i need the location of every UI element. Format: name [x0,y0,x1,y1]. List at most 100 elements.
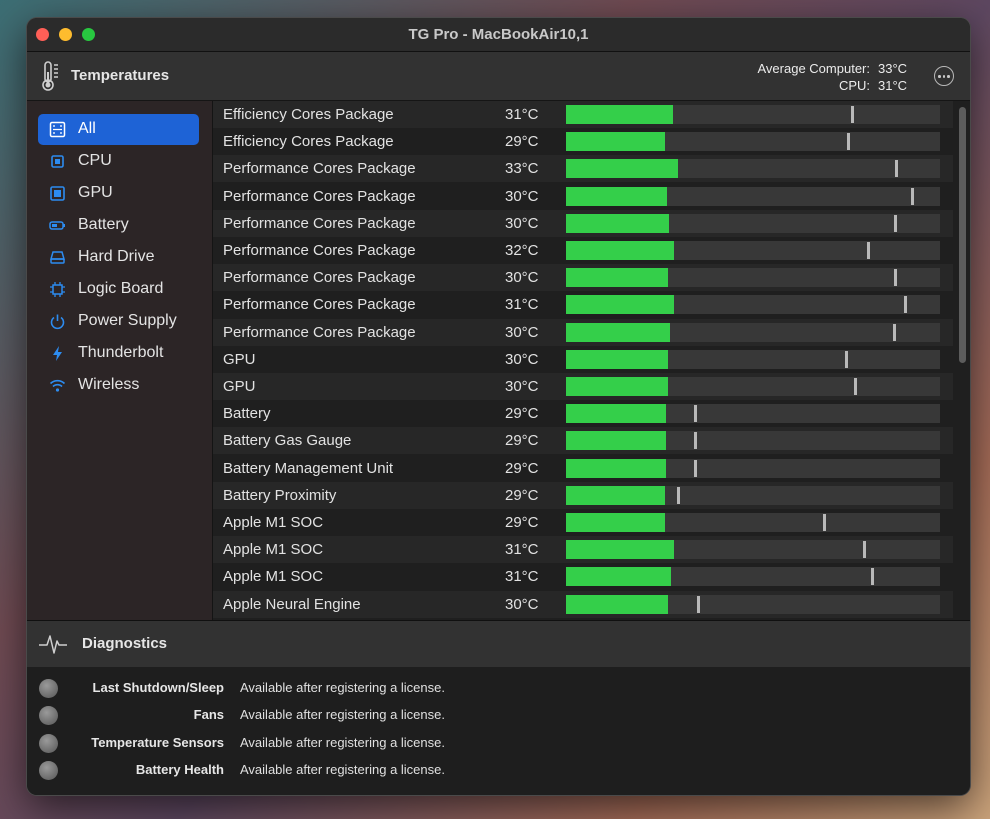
temperature-bar-fill [566,241,674,260]
sidebar-item-hard-drive[interactable]: Hard Drive [38,242,199,273]
temperature-bar-fill [566,322,670,342]
hard-drive-icon [49,249,66,266]
temperature-bar [566,241,940,260]
sensor-list-scrollbar[interactable] [956,103,968,617]
sidebar-item-cpu[interactable]: CPU [38,146,199,177]
sensor-row[interactable]: Battery Management Unit 29°C [213,455,953,482]
cpu-average-value: 31°C [878,78,908,93]
sidebar-item-thunderbolt[interactable]: Thunderbolt [38,338,199,369]
max-temperature-marker [694,459,697,477]
diagnostic-label: Battery Health [135,761,224,777]
status-indicator-icon [39,733,58,753]
thunderbolt-icon [49,345,66,362]
max-temperature-marker [904,296,907,314]
sidebar-item-logic-board[interactable]: Logic Board [38,274,199,305]
sensor-row[interactable]: Battery Gas Gauge 29°C [213,427,953,455]
temperature-bar [566,213,940,233]
sensor-row[interactable]: Performance Cores Package 33°C [213,155,953,183]
sensor-name: Performance Cores Package [223,296,416,314]
sidebar-item-gpu[interactable]: GPU [38,178,199,209]
diagnostic-label: Fans [193,707,224,723]
scrollbar-thumb[interactable] [959,107,966,363]
sensor-row[interactable]: Apple Neural Engine 30°C [213,590,953,618]
sidebar-item-wireless[interactable]: Wireless [38,370,199,401]
temperature-bar [566,540,940,560]
temperature-bar [566,159,940,179]
section-title-diagnostics: Diagnostics [82,635,168,652]
sensor-row[interactable]: GPU 30°C [213,373,953,400]
temperature-bar-fill [566,349,668,369]
sensor-row[interactable]: Battery 29°C [213,400,953,427]
sensor-temperature: 29°C [505,514,539,531]
zoom-window-button[interactable] [82,28,95,41]
more-options-button[interactable] [934,66,954,86]
sidebar-item-label: GPU [78,184,113,201]
temperature-bar-fill [566,458,666,478]
sensor-list[interactable]: Apple Neural Engine 30°C Apple M1 SOC 31°C A… [213,101,970,620]
sensor-row[interactable]: GPU 30°C [213,346,953,373]
sensor-row[interactable]: Efficiency Cores Package 29°C [213,128,953,155]
gpu-icon [49,185,66,202]
sidebar-item-label: Hard Drive [78,248,155,265]
temperature-bar [566,322,940,342]
sensor-row[interactable]: Battery Proximity 29°C [213,481,953,509]
sensor-row[interactable]: Performance Cores Package 30°C [213,183,953,210]
sensor-row[interactable]: Efficiency Cores Package 31°C [213,101,953,128]
max-temperature-marker [694,432,697,450]
sidebar-item-label: All [78,120,96,137]
sidebar: All CPU GPU Battery Hard Drive Logic Board Pow… [27,101,213,620]
sensor-temperature: 30°C [505,269,539,287]
sensor-row[interactable]: Apple M1 SOC 31°C [213,536,953,564]
max-temperature-marker [894,269,897,287]
temperature-bar-fill [566,295,674,315]
window-title: TG Pro - MacBookAir10,1 [408,26,589,43]
wifi-icon [49,377,66,394]
sensor-name: Performance Cores Package [223,269,416,287]
max-temperature-marker [854,378,857,395]
more-dot-icon [938,75,941,78]
temperature-bar-fill [566,268,668,288]
temperature-bar [566,513,940,532]
diagnostics-header: Diagnostics [27,620,970,668]
average-readout: Average Computer: 33°C CPU: 31°C [758,60,913,94]
more-dot-icon [942,75,945,78]
sensor-row[interactable]: Performance Cores Package 32°C [213,237,953,264]
status-indicator-icon [39,760,58,780]
sensor-name: Apple Neural Engine [223,595,361,613]
max-temperature-marker [871,568,874,586]
diagnostic-row-fans: Fans Available after registering a licens… [27,702,970,729]
sidebar-item-label: Power Supply [78,312,177,329]
heartbeat-icon [39,635,67,654]
close-window-button[interactable] [36,28,49,41]
more-dot-icon [947,75,950,78]
sidebar-item-power-supply[interactable]: Power Supply [38,306,199,337]
sensor-temperature: 31°C [505,296,539,314]
diagnostics-list: Last Shutdown/Sleep Available after regis… [27,667,970,795]
temperature-bar [566,458,940,478]
temperature-bar [566,431,940,451]
sensor-row[interactable]: Apple M1 SOC 29°C [213,509,953,536]
sidebar-item-battery[interactable]: Battery [38,210,199,241]
diagnostic-status: Available after registering a license. [240,707,445,723]
sensor-row[interactable]: Performance Cores Package 30°C [213,264,953,292]
temperature-bar-fill [566,431,666,451]
sensor-row[interactable]: Apple M1 SOC 31°C [213,563,953,590]
sensor-name: Apple M1 SOC [223,541,324,559]
sensor-name: Performance Cores Package [223,187,416,205]
sensor-row[interactable]: Performance Cores Package 30°C [213,318,953,346]
temperature-bar [566,105,940,124]
average-computer-value: 33°C [878,61,908,76]
sidebar-item-all[interactable]: All [38,114,199,145]
sidebar-item-label: Wireless [78,376,140,393]
temperature-bar-fill [566,513,665,532]
sensor-row[interactable]: Performance Cores Package 30°C [213,209,953,237]
title-bar: TG Pro - MacBookAir10,1 [27,18,970,52]
diagnostic-row-battery-health: Battery Health Available after registerin… [27,757,970,784]
minimize-window-button[interactable] [59,28,72,41]
temperature-bar-fill [566,377,668,396]
temperature-bar-fill [566,186,667,206]
sensor-temperature: 30°C [505,323,539,341]
max-temperature-marker [893,323,896,341]
sensor-row[interactable]: Performance Cores Package 31°C [213,291,953,318]
max-temperature-marker [847,133,850,151]
